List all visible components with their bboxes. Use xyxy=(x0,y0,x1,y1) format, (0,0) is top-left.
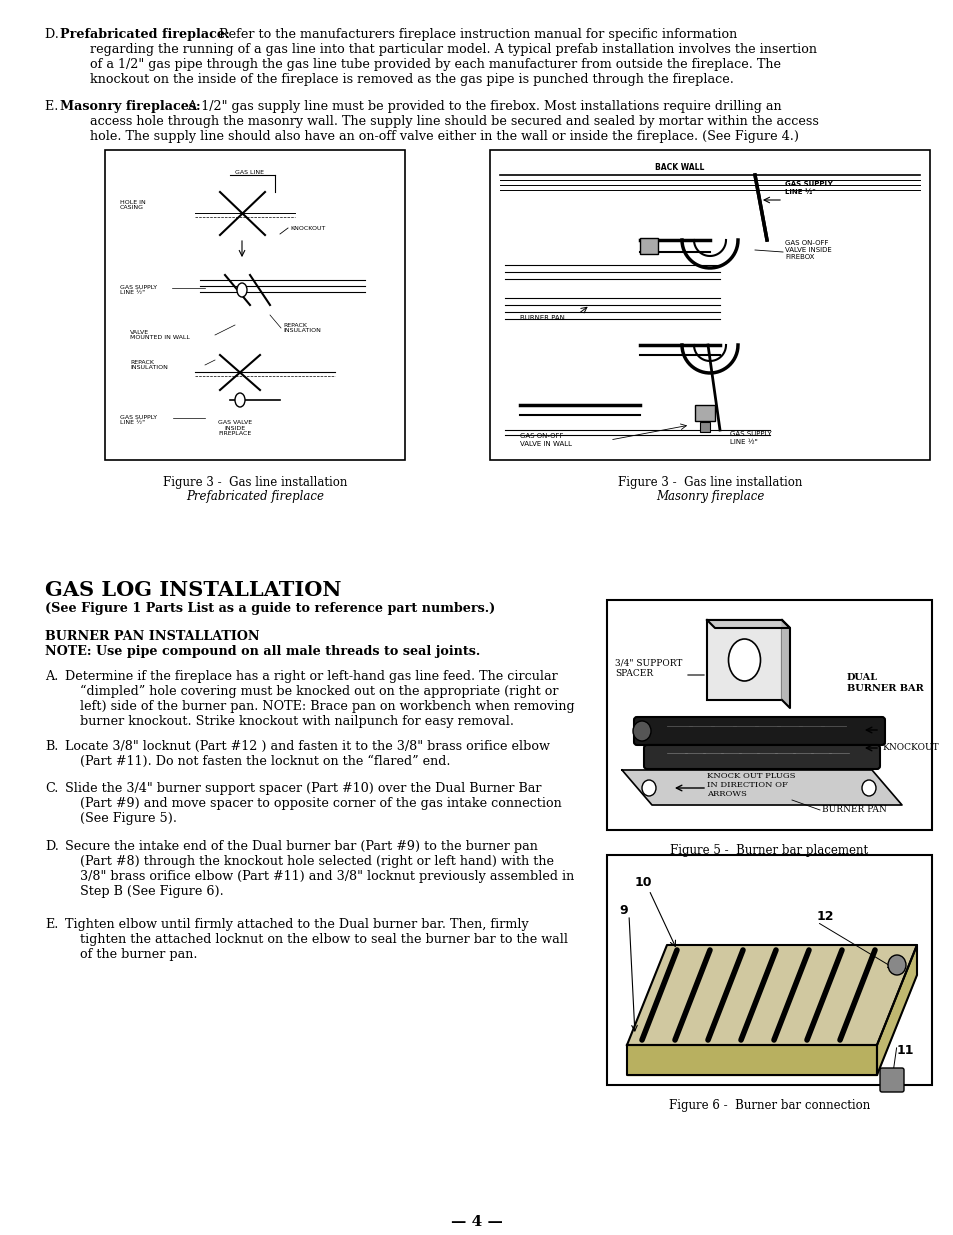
Text: DUAL
BURNER BAR: DUAL BURNER BAR xyxy=(846,673,923,693)
Bar xyxy=(700,422,709,432)
Text: (See Figure 1 Parts List as a guide to reference part numbers.): (See Figure 1 Parts List as a guide to r… xyxy=(45,601,495,615)
Text: E.: E. xyxy=(45,918,58,931)
Text: E.: E. xyxy=(45,100,62,112)
Text: Figure 3 -  Gas line installation: Figure 3 - Gas line installation xyxy=(163,475,347,489)
Ellipse shape xyxy=(236,283,247,296)
Text: 9: 9 xyxy=(618,904,627,916)
Text: BURNER PAN INSTALLATION: BURNER PAN INSTALLATION xyxy=(45,630,259,643)
Text: C.: C. xyxy=(45,782,58,795)
Text: of the burner pan.: of the burner pan. xyxy=(80,948,197,961)
Ellipse shape xyxy=(728,638,760,680)
Bar xyxy=(695,405,714,421)
Text: (Part #11). Do not fasten the locknut on the “flared” end.: (Part #11). Do not fasten the locknut on… xyxy=(80,755,450,768)
Bar xyxy=(639,238,658,254)
Text: regarding the running of a gas line into that particular model. A typical prefab: regarding the running of a gas line into… xyxy=(90,43,816,56)
Polygon shape xyxy=(876,945,916,1074)
Text: GAS SUPPLY
LINE ½": GAS SUPPLY LINE ½" xyxy=(120,415,157,425)
Bar xyxy=(706,620,781,700)
Polygon shape xyxy=(781,620,789,708)
Text: of a 1/2" gas pipe through the gas line tube provided by each manufacturer from : of a 1/2" gas pipe through the gas line … xyxy=(90,58,781,70)
Polygon shape xyxy=(706,620,789,629)
Text: GAS VALVE
INSIDE
FIREPLACE: GAS VALVE INSIDE FIREPLACE xyxy=(217,420,252,436)
FancyBboxPatch shape xyxy=(643,745,879,769)
Text: 3/4" SUPPORT
SPACER: 3/4" SUPPORT SPACER xyxy=(615,658,681,678)
Text: burner knockout. Strike knockout with nailpunch for easy removal.: burner knockout. Strike knockout with na… xyxy=(80,715,514,727)
Text: (See Figure 5).: (See Figure 5). xyxy=(80,811,177,825)
Text: Determine if the fireplace has a right or left-hand gas line feed. The circular: Determine if the fireplace has a right o… xyxy=(65,671,558,683)
Text: GAS ON-OFF
VALVE IN WALL: GAS ON-OFF VALVE IN WALL xyxy=(519,433,572,447)
Ellipse shape xyxy=(887,955,905,974)
Ellipse shape xyxy=(862,781,875,797)
FancyBboxPatch shape xyxy=(879,1068,903,1092)
Text: Tighten elbow until firmly attached to the Dual burner bar. Then, firmly: Tighten elbow until firmly attached to t… xyxy=(65,918,528,931)
Text: Figure 3 -  Gas line installation: Figure 3 - Gas line installation xyxy=(618,475,801,489)
Text: 10: 10 xyxy=(635,877,652,889)
Text: knockout on the inside of the fireplace is removed as the gas pipe is punched th: knockout on the inside of the fireplace … xyxy=(90,73,733,86)
Text: BURNER PAN: BURNER PAN xyxy=(821,805,886,815)
Text: VALVE
MOUNTED IN WALL: VALVE MOUNTED IN WALL xyxy=(130,330,190,341)
Text: Masonry fireplaces:: Masonry fireplaces: xyxy=(60,100,200,112)
Text: D.: D. xyxy=(45,28,63,41)
Ellipse shape xyxy=(633,721,650,741)
Text: Secure the intake end of the Dual burner bar (Part #9) to the burner pan: Secure the intake end of the Dual burner… xyxy=(65,840,537,853)
Bar xyxy=(105,149,405,459)
Text: “dimpled” hole covering must be knocked out on the appropriate (right or: “dimpled” hole covering must be knocked … xyxy=(80,685,558,698)
Text: BURNER PAN: BURNER PAN xyxy=(519,315,564,321)
Ellipse shape xyxy=(234,393,245,408)
Bar xyxy=(490,149,929,459)
Text: left) side of the burner pan. NOTE: Brace pan on workbench when removing: left) side of the burner pan. NOTE: Brac… xyxy=(80,700,574,713)
Text: GAS SUPPLY
LINE ½": GAS SUPPLY LINE ½" xyxy=(784,182,832,194)
Polygon shape xyxy=(626,1045,876,1074)
Text: Figure 5 -  Burner bar placement: Figure 5 - Burner bar placement xyxy=(670,844,867,857)
Text: D.: D. xyxy=(45,840,59,853)
Text: — 4 —: — 4 — xyxy=(451,1215,502,1229)
Text: KNOCKOUT: KNOCKOUT xyxy=(290,226,325,231)
Text: Refer to the manufacturers fireplace instruction manual for specific information: Refer to the manufacturers fireplace ins… xyxy=(214,28,737,41)
Text: hole. The supply line should also have an on-off valve either in the wall or ins: hole. The supply line should also have a… xyxy=(90,130,799,143)
Polygon shape xyxy=(621,769,901,805)
Text: 3/8" brass orifice elbow (Part #11) and 3/8" locknut previously assembled in: 3/8" brass orifice elbow (Part #11) and … xyxy=(80,869,574,883)
Text: NOTE: Use pipe compound on all male threads to seal joints.: NOTE: Use pipe compound on all male thre… xyxy=(45,645,479,658)
Text: Figure 6 -  Burner bar connection: Figure 6 - Burner bar connection xyxy=(668,1099,869,1112)
Text: GAS LINE: GAS LINE xyxy=(234,169,264,174)
Text: Prefabricated fireplace:: Prefabricated fireplace: xyxy=(60,28,230,41)
Text: Slide the 3/4" burner support spacer (Part #10) over the Dual Burner Bar: Slide the 3/4" burner support spacer (Pa… xyxy=(65,782,541,795)
Polygon shape xyxy=(626,945,916,1045)
Text: GAS ON-OFF
VALVE INSIDE
FIREBOX: GAS ON-OFF VALVE INSIDE FIREBOX xyxy=(784,240,831,261)
Text: 12: 12 xyxy=(816,910,834,924)
Text: (Part #8) through the knockout hole selected (right or left hand) with the: (Part #8) through the knockout hole sele… xyxy=(80,855,554,868)
Text: GAS SUPPLY
LINE ½": GAS SUPPLY LINE ½" xyxy=(729,431,771,445)
Bar xyxy=(606,600,931,830)
Text: 11: 11 xyxy=(896,1044,914,1056)
Text: access hole through the masonry wall. The supply line should be secured and seal: access hole through the masonry wall. Th… xyxy=(90,115,818,128)
FancyBboxPatch shape xyxy=(634,718,884,745)
Text: Step B (See Figure 6).: Step B (See Figure 6). xyxy=(80,885,224,898)
Ellipse shape xyxy=(641,781,656,797)
Text: KNOCK OUT PLUGS
IN DIRECTION OF
ARROWS: KNOCK OUT PLUGS IN DIRECTION OF ARROWS xyxy=(706,772,795,798)
Text: GAS LOG INSTALLATION: GAS LOG INSTALLATION xyxy=(45,580,341,600)
Text: BACK WALL: BACK WALL xyxy=(655,163,704,173)
Text: A.: A. xyxy=(45,671,58,683)
Text: Prefabricated fireplace: Prefabricated fireplace xyxy=(186,490,324,503)
Text: HOLE IN
CASING: HOLE IN CASING xyxy=(120,200,146,210)
Text: B.: B. xyxy=(45,740,58,753)
Text: Masonry fireplace: Masonry fireplace xyxy=(655,490,763,503)
Text: REPACK
INSULATION: REPACK INSULATION xyxy=(283,322,320,333)
Text: KNOCKOUT: KNOCKOUT xyxy=(882,743,938,752)
Text: tighten the attached locknut on the elbow to seal the burner bar to the wall: tighten the attached locknut on the elbo… xyxy=(80,932,567,946)
Text: (Part #9) and move spacer to opposite corner of the gas intake connection: (Part #9) and move spacer to opposite co… xyxy=(80,797,561,810)
Text: GAS SUPPLY
LINE ½": GAS SUPPLY LINE ½" xyxy=(120,284,157,295)
Text: REPACK
INSULATION: REPACK INSULATION xyxy=(130,359,168,370)
Bar xyxy=(606,855,931,1086)
Text: A 1/2" gas supply line must be provided to the firebox. Most installations requi: A 1/2" gas supply line must be provided … xyxy=(184,100,781,112)
Text: Locate 3/8" locknut (Part #12 ) and fasten it to the 3/8" brass orifice elbow: Locate 3/8" locknut (Part #12 ) and fast… xyxy=(65,740,549,753)
